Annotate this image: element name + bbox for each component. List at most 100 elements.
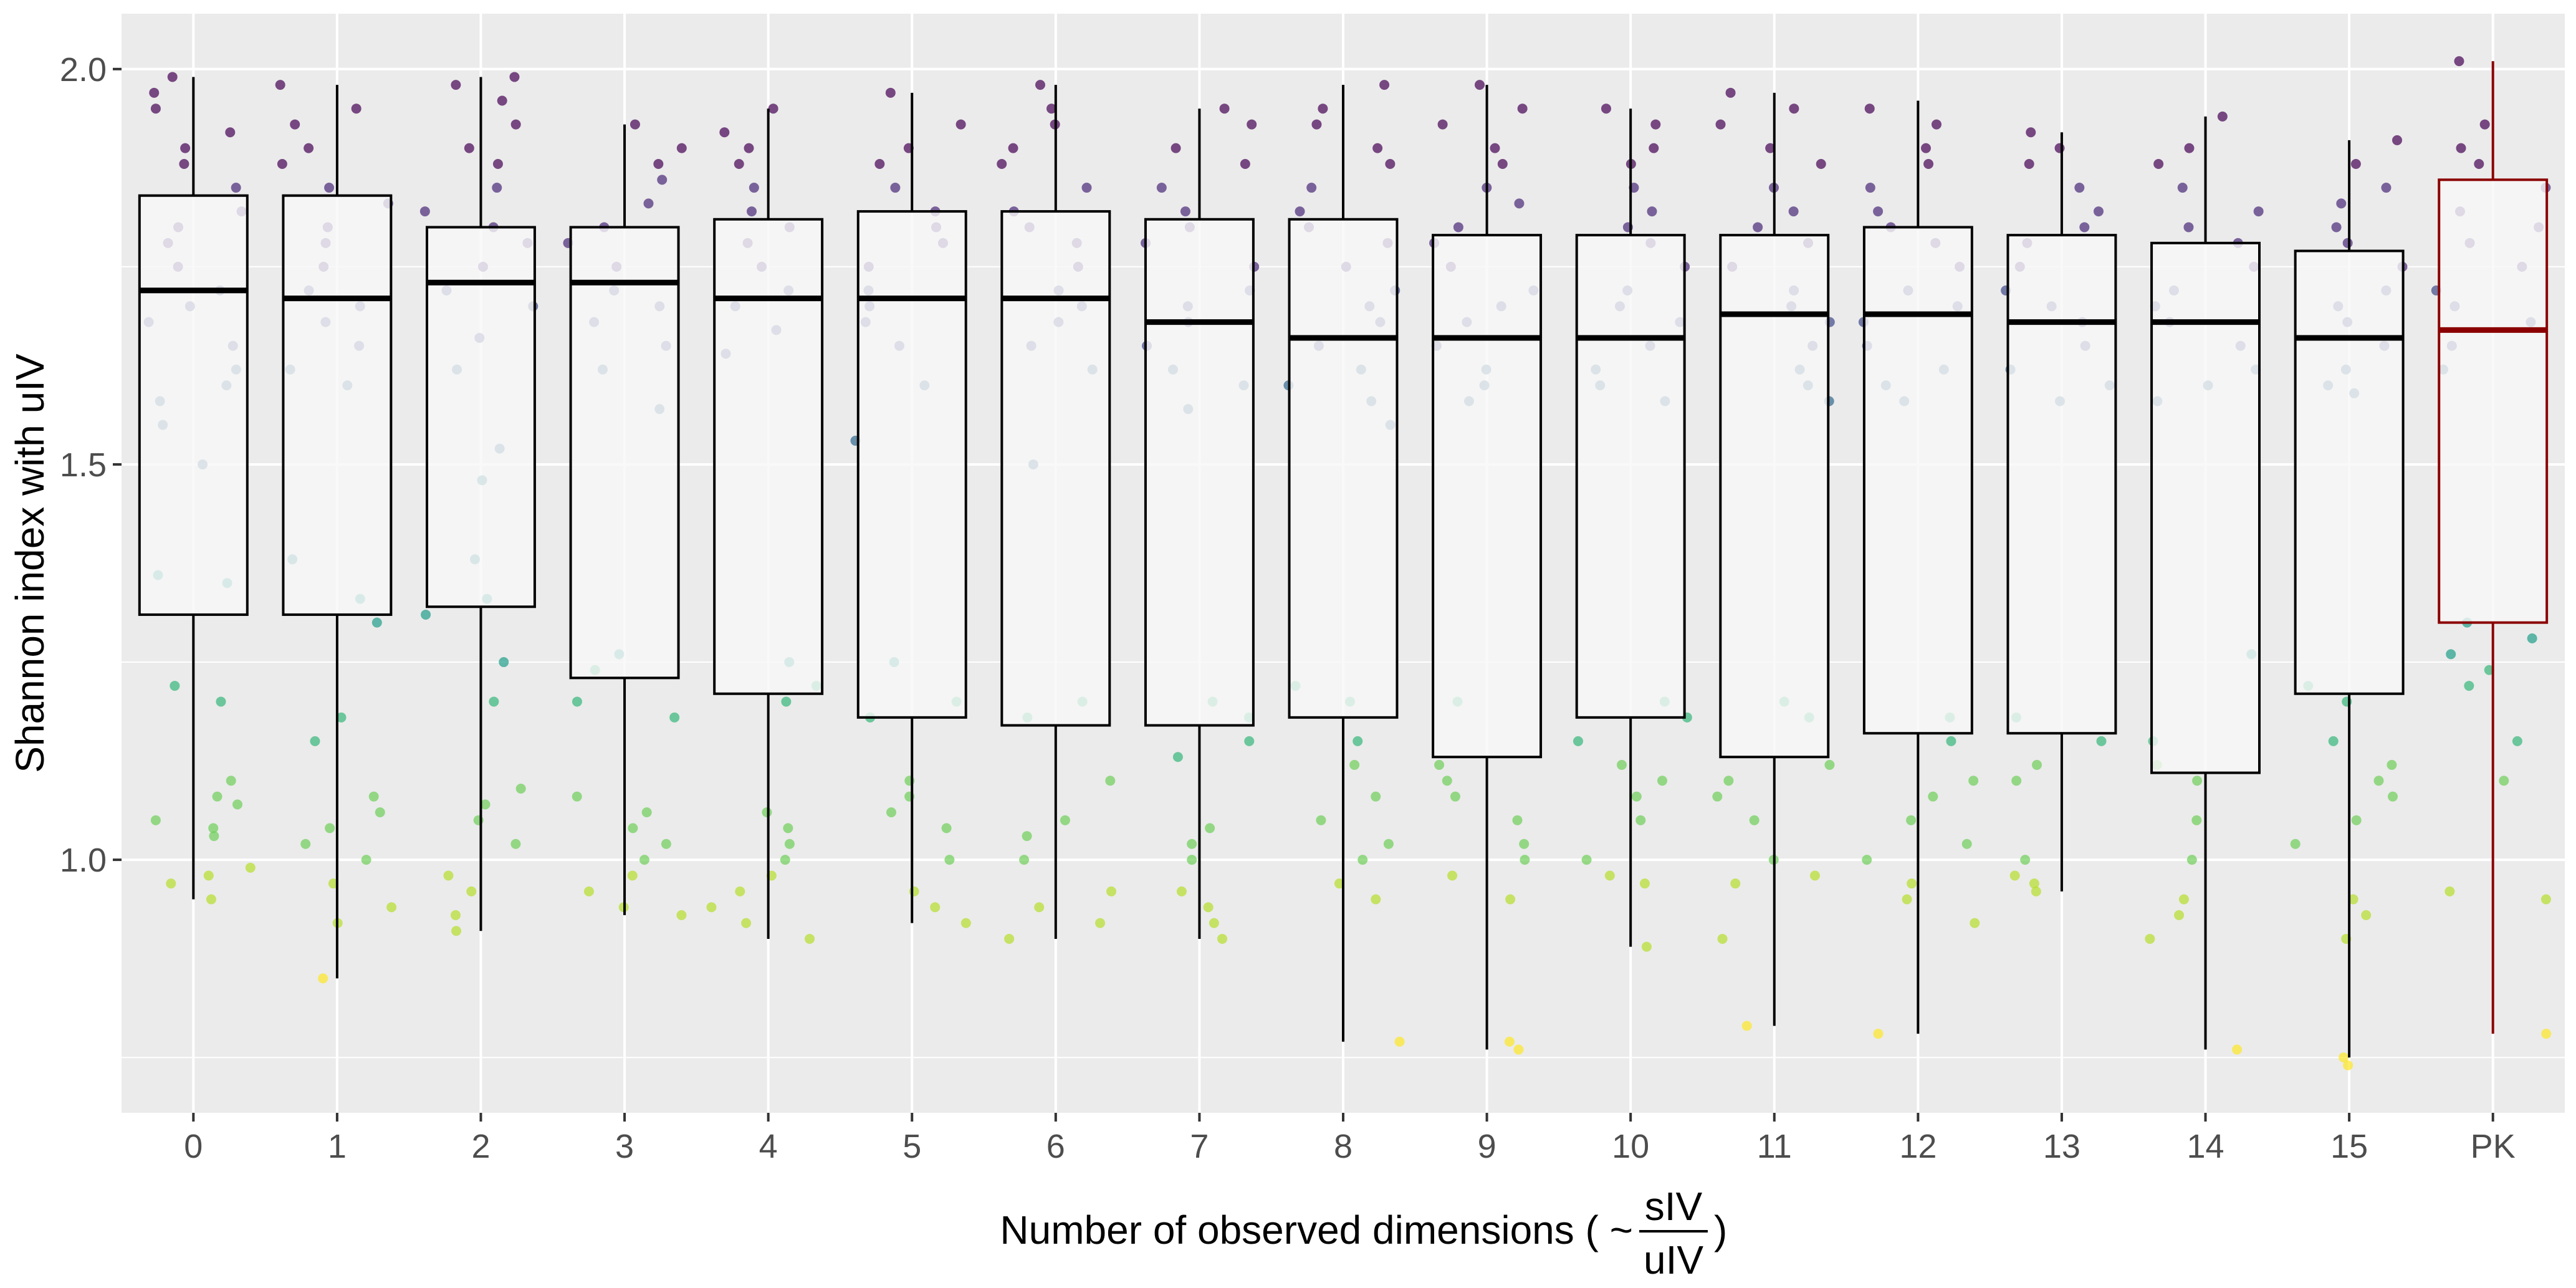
box-7 [1144,108,1255,939]
data-point [890,183,901,193]
data-point [1906,815,1917,825]
data-point [1318,103,1328,114]
data-point [1219,103,1230,114]
data-point [1920,143,1931,153]
data-point [203,870,214,881]
data-point [1765,143,1776,153]
data-point [2145,933,2155,944]
data-point [1004,933,1015,944]
data-point [206,894,216,905]
y-tick-label: 1.5 [60,446,107,484]
data-point [1046,103,1057,114]
data-point [676,910,687,920]
data-point [2444,886,2455,896]
data-point [318,973,328,984]
data-point [304,143,314,153]
axis-titles: Shannon index with uIV Number of observe… [7,353,1727,1282]
data-point [2328,736,2339,746]
data-point [1604,870,1615,881]
data-point [1788,206,1799,217]
data-point [212,791,223,802]
box-15 [2294,140,2405,1058]
data-point [2541,1029,2552,1039]
data-point [909,886,919,896]
data-point [643,198,654,209]
data-point [2029,878,2039,889]
data-point [2183,222,2194,233]
data-point [735,886,745,896]
data-point [464,143,474,153]
data-point [630,119,640,130]
x-tick-label: 9 [1478,1128,1496,1165]
data-point [657,175,668,185]
data-point [492,158,503,169]
x-tick-label: 12 [1899,1128,1937,1165]
box-body [1144,218,1255,727]
data-point [443,870,454,881]
data-point [780,855,790,865]
axes: 1.01.52.00 1 2 3 4 5 6 7 8 9 10 11 12 13 14 15 PK [60,51,2516,1165]
data-point [1862,855,1872,865]
box-PK [2438,61,2549,1034]
box-body [1575,234,1686,719]
data-point [1824,759,1835,770]
data-point [2011,776,2022,786]
data-point [232,799,242,810]
data-point [1497,158,1508,169]
data-point [1035,80,1045,90]
data-point [2348,894,2358,905]
data-point [1187,839,1197,849]
data-point [466,886,477,896]
data-point [1176,886,1187,896]
data-point [1749,815,1760,825]
data-point [1217,933,1228,944]
data-point [179,158,189,169]
box-body [2150,241,2261,774]
box-2 [426,77,536,931]
box-body [2438,178,2549,624]
data-point [509,72,520,82]
data-point [2392,135,2403,145]
data-point [653,158,664,169]
data-point [324,183,335,193]
data-point [180,143,191,153]
data-point [1789,103,1799,114]
data-point [2178,894,2189,905]
data-point [1349,759,1360,770]
data-point [371,617,382,628]
data-point [2464,681,2474,691]
data-point [2290,839,2301,849]
data-point [1923,158,1934,169]
data-point [1437,119,1448,130]
data-point [997,158,1007,169]
data-point [2331,222,2342,233]
data-point [955,119,966,130]
data-point [1520,855,1530,865]
box-body [2006,234,2117,735]
x-tick-label: 6 [1046,1128,1065,1165]
data-point [1741,1021,1752,1031]
x-tick-label: 15 [2330,1128,2368,1165]
data-point [225,127,236,138]
data-point [1180,206,1190,217]
data-point [492,183,502,193]
box-11 [1719,92,1830,1026]
box-1 [282,85,393,979]
data-point [1519,839,1530,849]
x-tick-label: 10 [1612,1128,1649,1165]
data-point [734,158,744,169]
box-body [713,218,824,695]
data-point [2446,649,2456,660]
data-point [1968,776,1979,786]
data-point [2192,776,2203,786]
x-axis-title-suffix: ) [1714,1208,1727,1252]
data-point [499,657,509,668]
data-point [1156,183,1167,193]
data-point [290,119,300,130]
data-point [1931,119,1942,130]
x-tick-label: PK [2471,1128,2516,1165]
data-point [2177,183,2188,193]
data-point [1647,206,1657,217]
data-point [2387,759,2397,770]
